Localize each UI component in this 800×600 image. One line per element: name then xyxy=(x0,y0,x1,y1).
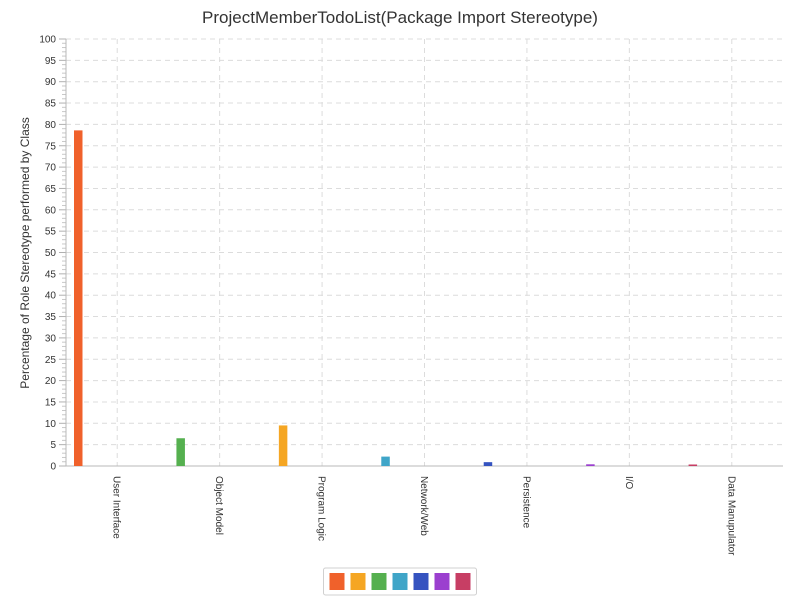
y-tick-label: 5 xyxy=(50,440,56,451)
category-labels: User Interface Object Model Program Logic N… xyxy=(111,476,737,556)
x-category-label: User Interface xyxy=(111,476,122,539)
y-tick-label: 40 xyxy=(45,291,57,302)
x-category-label: Network/Web xyxy=(418,476,429,536)
y-tick-label: 0 xyxy=(50,462,56,473)
legend-swatch[interactable] xyxy=(392,573,408,590)
y-tick-label: 85 xyxy=(45,99,57,110)
y-tick-label: 15 xyxy=(45,397,57,408)
legend-swatch[interactable] xyxy=(413,573,429,590)
y-tick-label: 30 xyxy=(45,333,57,344)
legend-swatch[interactable] xyxy=(350,573,366,590)
legend xyxy=(323,567,477,596)
y-tick-label: 80 xyxy=(45,120,57,131)
bar-user-interface[interactable] xyxy=(74,130,83,467)
axes: 0 5 10 15 20 25 30 35 40 45 50 55 60 65 70 75 80 85 90 95 10… xyxy=(39,35,783,473)
bar-network-web[interactable] xyxy=(381,456,390,466)
y-tick-label: 45 xyxy=(45,269,57,280)
y-tick-label: 10 xyxy=(45,419,57,430)
y-tick-label: 75 xyxy=(45,141,57,152)
x-category-label: I/O xyxy=(623,476,634,490)
chart-title: ProjectMemberTodoList(Package Import Ste… xyxy=(202,8,598,27)
bar-program-logic[interactable] xyxy=(278,425,288,466)
legend-swatch[interactable] xyxy=(329,573,345,590)
y-tick-label: 95 xyxy=(45,56,57,67)
y-tick-label: 65 xyxy=(45,184,57,195)
bar-persistence[interactable] xyxy=(483,462,493,466)
y-tick-label: 25 xyxy=(45,355,57,366)
bar-data-manupulator[interactable] xyxy=(688,464,698,467)
y-tick-label: 35 xyxy=(45,312,57,323)
x-category-label: Object Model xyxy=(213,476,224,535)
y-tick-label: 70 xyxy=(45,163,57,174)
x-category-label: Persistence xyxy=(520,476,531,529)
y-tick-label: 100 xyxy=(39,35,56,46)
bar-i-o[interactable] xyxy=(586,464,595,466)
grid xyxy=(66,38,783,466)
y-tick-label: 60 xyxy=(45,205,57,216)
legend-swatch[interactable] xyxy=(371,573,387,590)
legend-swatch[interactable] xyxy=(434,573,450,590)
y-tick-label: 20 xyxy=(45,376,57,387)
y-tick-label: 50 xyxy=(45,248,57,259)
y-tick-label: 55 xyxy=(45,227,57,238)
bars xyxy=(74,130,698,467)
y-tick-label: 90 xyxy=(45,77,57,88)
x-category-label: Data Manupulator xyxy=(725,476,736,556)
x-category-label: Program Logic xyxy=(316,476,327,541)
bar-object-model[interactable] xyxy=(176,438,185,466)
legend-swatch[interactable] xyxy=(455,573,471,590)
y-axis-label: Percentage of Role Stereotype performed … xyxy=(18,117,32,388)
